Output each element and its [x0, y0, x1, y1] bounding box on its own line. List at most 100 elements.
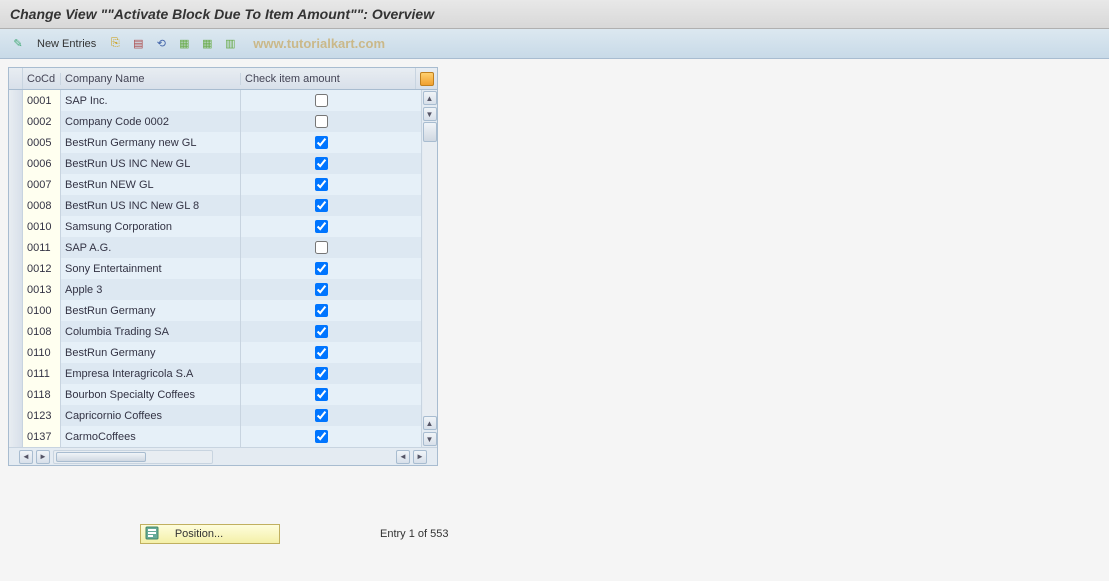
select-block-button[interactable]: ▦ — [197, 34, 217, 54]
row-selector[interactable] — [9, 321, 23, 342]
cell-cocd[interactable]: 0012 — [23, 258, 61, 279]
check-item-checkbox[interactable] — [315, 241, 328, 254]
column-header-cocd[interactable]: CoCd — [23, 73, 61, 85]
check-item-checkbox[interactable] — [315, 388, 328, 401]
check-item-checkbox[interactable] — [315, 199, 328, 212]
header-selector[interactable] — [9, 68, 23, 89]
table-row: 0002Company Code 0002 — [9, 111, 421, 132]
check-item-checkbox[interactable] — [315, 304, 328, 317]
row-selector[interactable] — [9, 384, 23, 405]
pencil-icon: ✎ — [13, 37, 22, 50]
cell-cocd[interactable]: 0002 — [23, 111, 61, 132]
delete-button[interactable]: ▤ — [128, 34, 148, 54]
hscroll-track[interactable] — [53, 450, 213, 464]
cell-cocd[interactable]: 0010 — [23, 216, 61, 237]
cell-company-name: BestRun US INC New GL 8 — [61, 195, 241, 216]
table-row: 0012Sony Entertainment — [9, 258, 421, 279]
select-all-button[interactable]: ▦ — [174, 34, 194, 54]
horizontal-scrollbar[interactable]: ◄ ► ◄ ► — [9, 447, 437, 465]
cell-cocd[interactable]: 0008 — [23, 195, 61, 216]
row-selector[interactable] — [9, 195, 23, 216]
check-item-checkbox[interactable] — [315, 283, 328, 296]
check-item-checkbox[interactable] — [315, 157, 328, 170]
scroll-down-button[interactable]: ▼ — [423, 107, 437, 121]
cell-cocd[interactable]: 0108 — [23, 321, 61, 342]
row-selector[interactable] — [9, 216, 23, 237]
undo-icon: ⟲ — [157, 37, 166, 50]
cell-cocd[interactable]: 0005 — [23, 132, 61, 153]
hscroll-thumb[interactable] — [56, 452, 146, 462]
deselect-button[interactable]: ▥ — [220, 34, 240, 54]
row-selector[interactable] — [9, 363, 23, 384]
row-selector[interactable] — [9, 342, 23, 363]
copy-icon: ⎘ — [111, 37, 120, 50]
cell-check-item — [241, 325, 401, 338]
hscroll-left2-button[interactable]: ◄ — [396, 450, 410, 464]
cell-cocd[interactable]: 0013 — [23, 279, 61, 300]
cell-cocd[interactable]: 0100 — [23, 300, 61, 321]
vertical-scrollbar[interactable]: ▲ ▼ ▲ ▼ — [421, 90, 437, 447]
check-item-checkbox[interactable] — [315, 430, 328, 443]
cell-cocd[interactable]: 0137 — [23, 426, 61, 447]
check-item-checkbox[interactable] — [315, 409, 328, 422]
table-row: 0010Samsung Corporation — [9, 216, 421, 237]
check-item-checkbox[interactable] — [315, 220, 328, 233]
table-row: 0005BestRun Germany new GL — [9, 132, 421, 153]
row-selector[interactable] — [9, 405, 23, 426]
row-selector[interactable] — [9, 132, 23, 153]
row-selector[interactable] — [9, 237, 23, 258]
table-header: CoCd Company Name Check item amount — [9, 68, 437, 90]
hscroll-right2-button[interactable]: ► — [413, 450, 427, 464]
check-item-checkbox[interactable] — [315, 262, 328, 275]
data-table: CoCd Company Name Check item amount 0001… — [8, 67, 438, 466]
cell-cocd[interactable]: 0123 — [23, 405, 61, 426]
cell-company-name: Company Code 0002 — [61, 111, 241, 132]
table-row: 0001SAP Inc. — [9, 90, 421, 111]
cell-check-item — [241, 346, 401, 359]
cell-cocd[interactable]: 0011 — [23, 237, 61, 258]
check-item-checkbox[interactable] — [315, 346, 328, 359]
cell-cocd[interactable]: 0118 — [23, 384, 61, 405]
cell-cocd[interactable]: 0006 — [23, 153, 61, 174]
check-item-checkbox[interactable] — [315, 367, 328, 380]
row-selector[interactable] — [9, 90, 23, 111]
row-selector[interactable] — [9, 426, 23, 447]
scroll-down2-button[interactable]: ▼ — [423, 432, 437, 446]
cell-cocd[interactable]: 0001 — [23, 90, 61, 111]
cell-check-item — [241, 430, 401, 443]
row-selector[interactable] — [9, 258, 23, 279]
new-entries-button[interactable]: New Entries — [31, 36, 102, 52]
copy-button[interactable]: ⎘ — [105, 34, 125, 54]
hscroll-left-button[interactable]: ◄ — [19, 450, 33, 464]
check-item-checkbox[interactable] — [315, 94, 328, 107]
row-selector[interactable] — [9, 279, 23, 300]
row-selector[interactable] — [9, 153, 23, 174]
hscroll-right-button[interactable]: ► — [36, 450, 50, 464]
table-row: 0007BestRun NEW GL — [9, 174, 421, 195]
table-row: 0006BestRun US INC New GL — [9, 153, 421, 174]
column-header-company-name[interactable]: Company Name — [61, 73, 241, 85]
row-selector[interactable] — [9, 174, 23, 195]
vscroll-thumb[interactable] — [423, 122, 437, 142]
check-item-checkbox[interactable] — [315, 115, 328, 128]
position-button[interactable]: Position... — [140, 524, 280, 544]
cell-cocd[interactable]: 0007 — [23, 174, 61, 195]
cell-check-item — [241, 178, 401, 191]
check-item-checkbox[interactable] — [315, 136, 328, 149]
table-config-button[interactable] — [415, 68, 437, 89]
cell-cocd[interactable]: 0111 — [23, 363, 61, 384]
scroll-up-button[interactable]: ▲ — [423, 91, 437, 105]
selectblock-icon: ▦ — [202, 37, 212, 50]
check-item-checkbox[interactable] — [315, 178, 328, 191]
cell-company-name: BestRun NEW GL — [61, 174, 241, 195]
scroll-up2-button[interactable]: ▲ — [423, 416, 437, 430]
undo-button[interactable]: ⟲ — [151, 34, 171, 54]
vscroll-track[interactable] — [423, 122, 437, 416]
row-selector[interactable] — [9, 111, 23, 132]
edit-button[interactable]: ✎ — [8, 34, 28, 54]
table-row: 0123Capricornio Coffees — [9, 405, 421, 426]
row-selector[interactable] — [9, 300, 23, 321]
cell-cocd[interactable]: 0110 — [23, 342, 61, 363]
column-header-check-item[interactable]: Check item amount — [241, 73, 401, 85]
check-item-checkbox[interactable] — [315, 325, 328, 338]
